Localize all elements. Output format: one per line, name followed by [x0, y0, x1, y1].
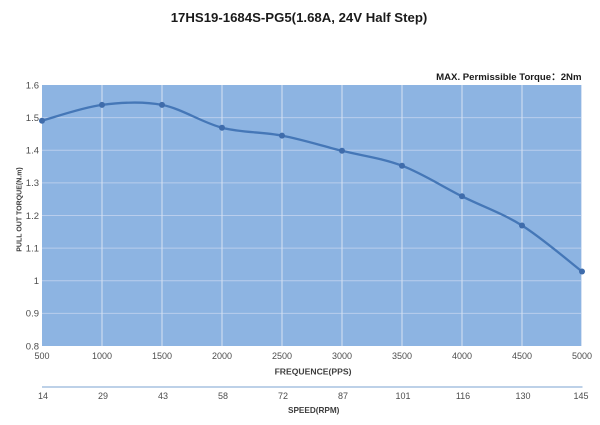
- svg-text:1.3: 1.3: [26, 178, 39, 189]
- svg-text:1.1: 1.1: [26, 243, 39, 254]
- svg-text:2500: 2500: [272, 351, 292, 361]
- svg-text:1.6: 1.6: [26, 81, 39, 92]
- svg-text:3500: 3500: [392, 351, 412, 361]
- svg-text:1.2: 1.2: [26, 211, 39, 222]
- svg-text:4000: 4000: [452, 351, 472, 361]
- svg-text:130: 130: [515, 391, 530, 401]
- svg-text:500: 500: [34, 351, 49, 361]
- svg-text:58: 58: [218, 391, 228, 401]
- svg-text:5000: 5000: [572, 351, 592, 361]
- svg-text:14: 14: [38, 391, 48, 401]
- svg-text:SPEED(RPM): SPEED(RPM): [288, 406, 340, 415]
- svg-text:1000: 1000: [92, 351, 112, 361]
- svg-text:1500: 1500: [152, 351, 172, 361]
- svg-text:116: 116: [456, 391, 470, 401]
- svg-text:MAX. Permissible Torque：2Nm: MAX. Permissible Torque：2Nm: [436, 72, 581, 83]
- svg-text:43: 43: [158, 391, 168, 401]
- svg-text:29: 29: [98, 391, 108, 401]
- svg-text:0.9: 0.9: [26, 309, 39, 320]
- svg-text:145: 145: [573, 391, 588, 401]
- svg-text:PULL OUT TORQUE(N.m): PULL OUT TORQUE(N.m): [17, 167, 24, 252]
- svg-text:2000: 2000: [212, 351, 232, 361]
- svg-text:17HS19-1684S-PG5(1.68A, 24V Ha: 17HS19-1684S-PG5(1.68A, 24V Half Step): [171, 10, 428, 25]
- svg-text:1: 1: [34, 276, 39, 287]
- svg-text:87: 87: [338, 391, 348, 401]
- svg-text:1.5: 1.5: [26, 113, 39, 124]
- svg-text:3000: 3000: [332, 351, 352, 361]
- svg-text:72: 72: [278, 391, 288, 401]
- svg-text:FREQUENCE(PPS): FREQUENCE(PPS): [275, 367, 352, 377]
- svg-text:0.8: 0.8: [26, 341, 39, 352]
- svg-text:4500: 4500: [512, 351, 532, 361]
- svg-text:1.4: 1.4: [26, 146, 39, 157]
- svg-text:101: 101: [395, 391, 410, 401]
